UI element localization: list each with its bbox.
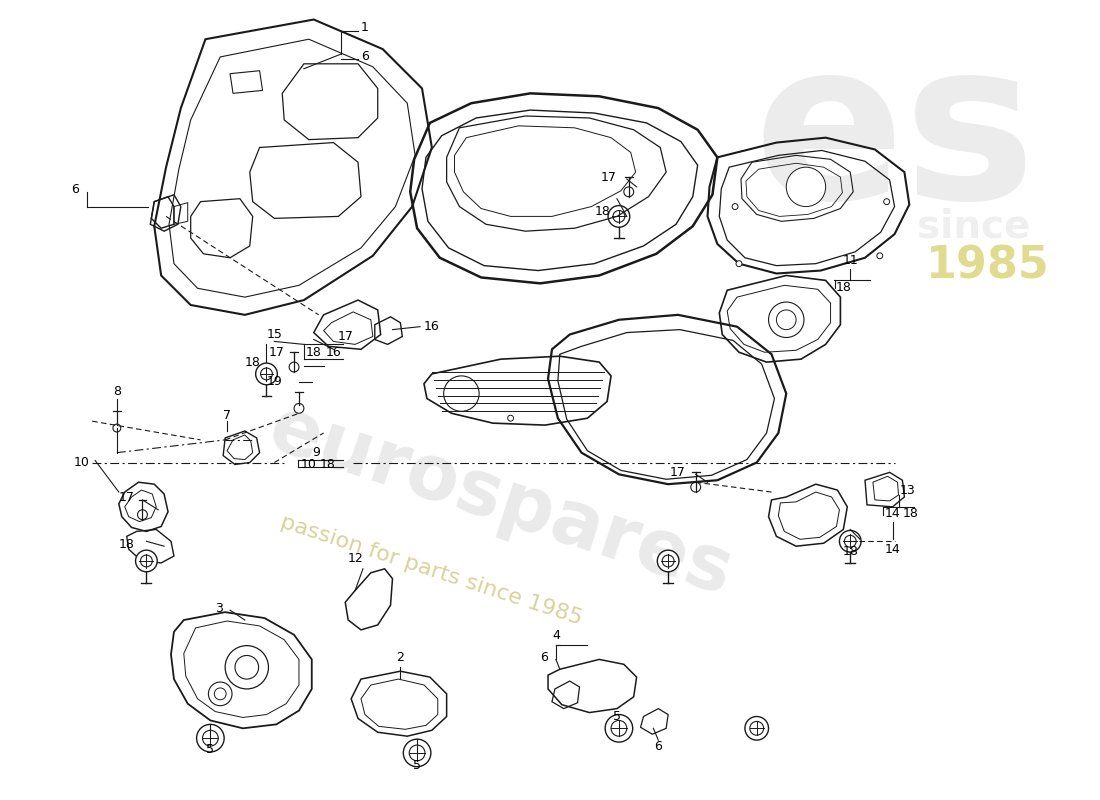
Text: 1985: 1985 [926,244,1049,287]
Text: 5: 5 [207,743,215,757]
Text: 18: 18 [119,538,134,550]
Text: 18: 18 [902,507,918,520]
Circle shape [877,253,882,258]
Text: 12: 12 [348,553,363,566]
Circle shape [777,310,796,330]
Circle shape [261,368,273,380]
Text: 3: 3 [216,602,223,614]
Text: es: es [754,30,1036,245]
Circle shape [608,206,629,227]
Text: 11: 11 [843,254,858,267]
Text: 4: 4 [552,630,560,642]
Circle shape [202,730,218,746]
Text: 16: 16 [424,320,440,333]
Circle shape [736,261,743,266]
Text: 7: 7 [223,409,231,422]
Text: 17: 17 [338,330,353,343]
Text: 16: 16 [326,346,341,358]
Text: 18: 18 [320,458,336,471]
Text: 6: 6 [72,183,79,196]
Circle shape [409,745,425,761]
Circle shape [733,204,738,210]
Text: 13: 13 [900,483,915,497]
Circle shape [839,530,861,552]
Circle shape [769,302,804,338]
Circle shape [745,717,769,740]
Circle shape [613,210,625,222]
Text: 6: 6 [361,50,368,63]
Text: 1: 1 [361,21,368,34]
Circle shape [404,739,431,766]
Circle shape [610,721,627,736]
Text: passion for parts since 1985: passion for parts since 1985 [278,513,585,629]
Circle shape [624,187,634,197]
Circle shape [235,655,258,679]
Circle shape [294,403,304,414]
Text: 8: 8 [113,385,121,398]
Circle shape [605,714,632,742]
Circle shape [883,198,890,205]
Circle shape [197,724,224,752]
Circle shape [691,482,701,492]
Text: eurospares: eurospares [260,392,741,612]
Text: 6: 6 [540,651,548,664]
Circle shape [255,363,277,385]
Text: 17: 17 [670,466,686,479]
Text: 18: 18 [245,356,261,369]
Text: 9: 9 [311,446,320,459]
Text: 6: 6 [654,739,662,753]
Text: 17: 17 [601,170,617,183]
Circle shape [750,722,763,735]
Text: since: since [916,207,1030,246]
Circle shape [289,362,299,372]
Text: 18: 18 [306,346,321,358]
Circle shape [113,424,121,432]
Circle shape [443,376,480,411]
Text: 10: 10 [74,456,89,469]
Text: 18: 18 [843,545,858,558]
Circle shape [508,415,514,421]
Text: 17: 17 [268,346,284,358]
Circle shape [208,682,232,706]
Circle shape [786,167,826,206]
Circle shape [658,550,679,572]
Circle shape [138,510,147,520]
Circle shape [662,555,674,567]
Text: 10: 10 [301,458,317,471]
Circle shape [214,688,227,700]
Text: 18: 18 [595,205,610,218]
Text: 15: 15 [266,328,283,341]
Circle shape [141,555,152,567]
Circle shape [226,646,268,689]
Text: 5: 5 [414,759,421,772]
Text: 14: 14 [884,542,901,556]
Text: 5: 5 [613,710,620,723]
Text: 19: 19 [266,375,283,388]
Text: 14: 14 [884,507,901,520]
Text: 18: 18 [836,281,851,294]
Text: 2: 2 [396,651,405,664]
Text: 17: 17 [119,491,134,505]
Circle shape [135,550,157,572]
Circle shape [845,535,856,547]
